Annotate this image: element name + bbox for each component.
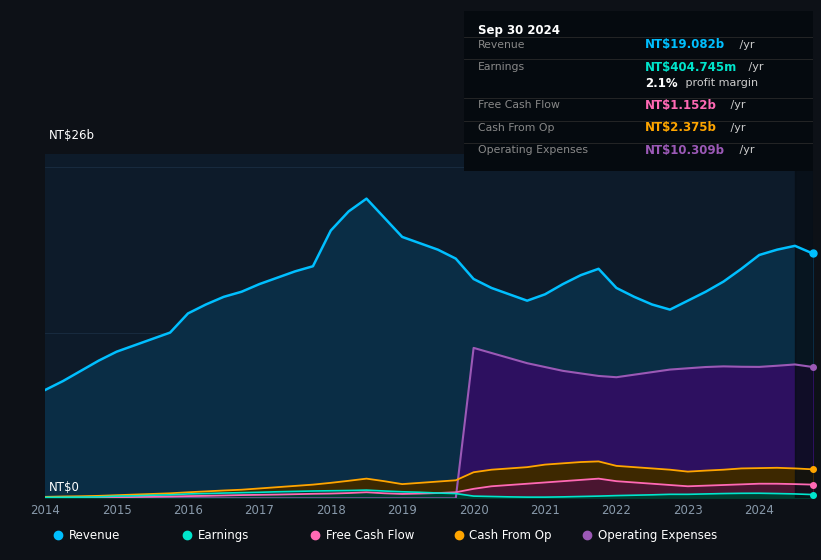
Text: profit margin: profit margin (681, 78, 758, 88)
Text: Operating Expenses: Operating Expenses (478, 145, 588, 155)
Text: /yr: /yr (727, 100, 745, 110)
Text: NT$2.375b: NT$2.375b (645, 121, 718, 134)
Text: Cash From Op: Cash From Op (478, 123, 554, 133)
Text: NT$19.082b: NT$19.082b (645, 38, 726, 51)
Text: /yr: /yr (736, 40, 754, 50)
Text: /yr: /yr (727, 123, 745, 133)
Bar (795, 154, 813, 498)
Text: NT$10.309b: NT$10.309b (645, 143, 725, 157)
Text: NT$26b: NT$26b (49, 129, 95, 142)
Text: /yr: /yr (745, 62, 764, 72)
Text: Free Cash Flow: Free Cash Flow (326, 529, 414, 542)
Text: Sep 30 2024: Sep 30 2024 (478, 24, 560, 37)
Text: Free Cash Flow: Free Cash Flow (478, 100, 560, 110)
Text: NT$0: NT$0 (49, 481, 80, 494)
Text: Revenue: Revenue (69, 529, 121, 542)
Text: /yr: /yr (736, 145, 754, 155)
Text: Cash From Op: Cash From Op (470, 529, 552, 542)
Text: Earnings: Earnings (197, 529, 249, 542)
Text: 2.1%: 2.1% (645, 77, 678, 90)
Text: Earnings: Earnings (478, 62, 525, 72)
Text: NT$404.745m: NT$404.745m (645, 60, 737, 73)
Text: Revenue: Revenue (478, 40, 525, 50)
Text: NT$1.152b: NT$1.152b (645, 99, 718, 112)
Text: Operating Expenses: Operating Expenses (598, 529, 717, 542)
